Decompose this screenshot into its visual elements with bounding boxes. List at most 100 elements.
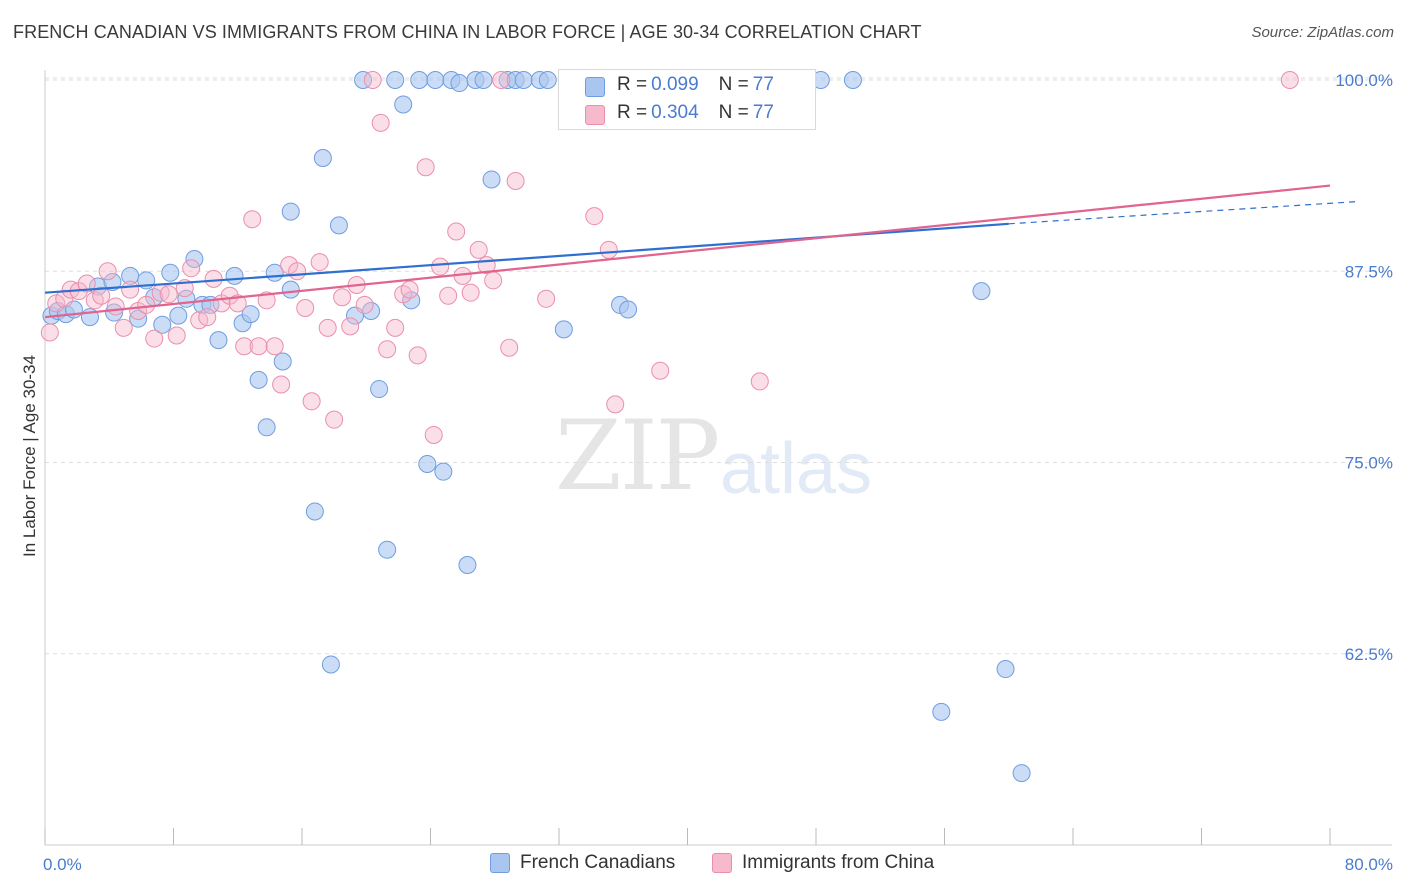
data-point-french-canadians — [370, 380, 389, 399]
data-point-french-canadians — [410, 71, 429, 89]
trend-line-immigrants-from-china — [44, 184, 1331, 319]
data-point-immigrants-from-china — [204, 269, 223, 288]
blue-swatch — [585, 77, 605, 97]
data-point-immigrants-from-china — [363, 71, 382, 89]
data-point-french-canadians — [482, 170, 501, 189]
data-point-french-canadians — [281, 280, 300, 299]
data-point-immigrants-from-china — [77, 274, 96, 293]
data-point-immigrants-from-china — [585, 207, 604, 226]
axes — [44, 70, 1392, 846]
pink-swatch — [585, 105, 605, 125]
data-point-french-canadians — [129, 309, 148, 328]
data-point-french-canadians — [1012, 764, 1031, 783]
data-point-immigrants-from-china — [235, 337, 254, 356]
data-point-french-canadians — [153, 315, 172, 334]
data-point-immigrants-from-china — [431, 257, 450, 276]
data-point-immigrants-from-china — [484, 271, 503, 290]
data-point-immigrants-from-china — [371, 113, 390, 132]
gridlines — [45, 77, 1392, 655]
n-value: 77 — [752, 74, 774, 95]
data-point-immigrants-from-china — [461, 283, 480, 302]
data-point-immigrants-from-china — [599, 240, 618, 259]
data-point-immigrants-from-china — [145, 329, 164, 348]
data-point-immigrants-from-china — [167, 326, 186, 345]
legend-row-pink: R = 0.304 N = 77 — [585, 102, 774, 125]
data-point-french-canadians — [996, 660, 1015, 679]
data-point-french-canadians — [209, 331, 228, 350]
legend-label: French Canadians — [520, 852, 676, 873]
data-point-immigrants-from-china — [651, 361, 670, 380]
data-point-immigrants-from-china — [439, 286, 458, 305]
data-point-immigrants-from-china — [249, 337, 268, 356]
legend-item-french-canadians: French Canadians — [490, 852, 675, 874]
r-label: R = — [617, 102, 648, 123]
data-point-french-canadians — [378, 540, 397, 559]
chart-source: Source: ZipAtlas.com — [1251, 24, 1394, 41]
data-point-immigrants-from-china — [257, 291, 276, 310]
data-point-immigrants-from-china — [341, 317, 360, 336]
n-label: N = — [718, 102, 749, 123]
data-point-immigrants-from-china — [40, 323, 59, 342]
data-point-french-canadians — [169, 306, 188, 325]
data-point-french-canadians — [281, 202, 300, 221]
data-point-french-canadians — [103, 272, 122, 291]
series-french-canadians — [42, 71, 1031, 783]
data-point-immigrants-from-china — [243, 210, 262, 229]
data-point-french-canadians — [257, 418, 276, 437]
r-label: R = — [617, 74, 648, 95]
data-point-french-canadians — [843, 71, 862, 89]
data-point-immigrants-from-china — [265, 337, 284, 356]
data-point-immigrants-from-china — [469, 240, 488, 259]
data-point-french-canadians — [619, 300, 638, 319]
data-point-immigrants-from-china — [310, 253, 329, 272]
data-point-immigrants-from-china — [408, 346, 427, 365]
data-point-immigrants-from-china — [92, 286, 111, 305]
watermark-atlas: atlas — [720, 429, 873, 509]
data-point-french-canadians — [434, 462, 453, 481]
data-point-french-canadians — [418, 455, 437, 474]
data-point-french-canadians — [514, 71, 533, 89]
data-point-french-canadians — [313, 149, 332, 168]
blue-swatch — [490, 853, 510, 873]
data-point-immigrants-from-china — [198, 308, 217, 327]
data-point-immigrants-from-china — [355, 295, 374, 314]
data-point-french-canadians — [972, 282, 991, 301]
legend-row-blue: R = 0.099 N = 77 — [585, 74, 774, 97]
data-point-french-canadians — [305, 502, 324, 521]
data-point-immigrants-from-china — [424, 425, 443, 444]
data-point-immigrants-from-china — [85, 291, 104, 310]
data-point-immigrants-from-china — [416, 158, 435, 177]
data-point-french-canadians — [249, 370, 268, 389]
data-point-immigrants-from-china — [606, 395, 625, 414]
data-point-immigrants-from-china — [288, 262, 307, 281]
x-tick-label: 0.0% — [43, 855, 82, 874]
data-point-french-canadians — [932, 702, 951, 721]
n-label: N = — [718, 74, 749, 95]
data-point-immigrants-from-china — [272, 375, 291, 394]
data-point-immigrants-from-china — [137, 295, 156, 314]
data-point-immigrants-from-china — [492, 71, 511, 89]
data-point-immigrants-from-china — [378, 340, 397, 359]
data-point-immigrants-from-china — [386, 318, 405, 337]
watermark-zip: ZIP — [555, 400, 720, 512]
data-point-french-canadians — [225, 266, 244, 285]
pink-swatch — [712, 853, 732, 873]
data-point-immigrants-from-china — [400, 280, 419, 299]
data-point-french-canadians — [161, 263, 180, 282]
data-point-french-canadians — [321, 655, 340, 674]
data-point-french-canadians — [105, 303, 124, 322]
data-point-immigrants-from-china — [500, 338, 519, 357]
chart-title: FRENCH CANADIAN VS IMMIGRANTS FROM CHINA… — [13, 22, 922, 42]
r-value: 0.099 — [651, 74, 699, 95]
data-point-immigrants-from-china — [296, 298, 315, 317]
data-point-immigrants-from-china — [447, 222, 466, 241]
y-tick-label: 75.0% — [1345, 454, 1393, 473]
data-point-immigrants-from-china — [159, 285, 178, 304]
y-tick-label: 100.0% — [1335, 71, 1393, 90]
legend-item-immigrants-from-china: Immigrants from China — [712, 852, 934, 874]
data-point-french-canadians — [394, 95, 413, 114]
data-point-immigrants-from-china — [394, 285, 413, 304]
data-point-immigrants-from-china — [506, 171, 525, 190]
data-point-french-canadians — [426, 71, 445, 89]
